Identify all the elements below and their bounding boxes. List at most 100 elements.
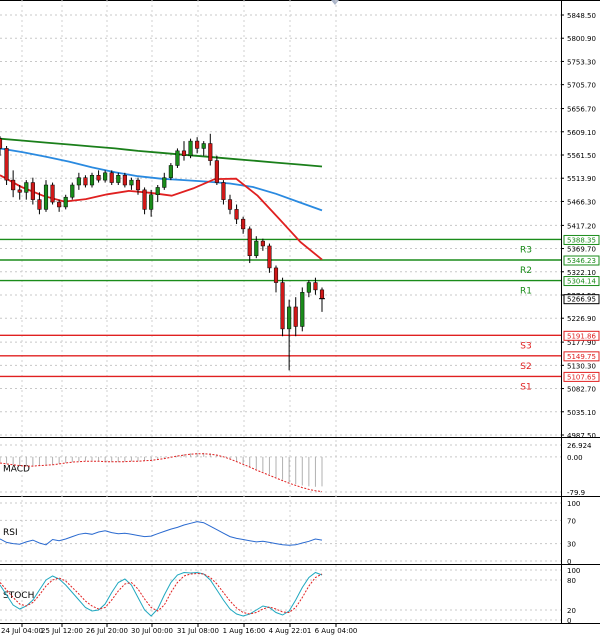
time-tick-label: 30 Jul 00:00	[131, 627, 173, 635]
price-tick-label: 5513.90	[567, 175, 596, 183]
candle-body	[287, 306, 292, 330]
candle-body	[30, 182, 35, 200]
level-tag-box	[563, 351, 600, 362]
time-tick-label: 26 Jul 20:00	[86, 627, 128, 635]
stoch-panel-tick-label: 80	[567, 577, 576, 585]
scroll-marker-icon[interactable]	[331, 0, 339, 5]
moving-average-line-1	[0, 147, 323, 212]
candle-body	[306, 282, 311, 293]
candle-body	[188, 140, 193, 156]
level-label-r3: R3	[520, 245, 532, 255]
candle-body	[208, 143, 213, 161]
candle-body	[83, 177, 88, 186]
candle-body	[149, 194, 154, 210]
rsi-panel-label: RSI	[3, 528, 18, 538]
stoch-panel-label: STOCH	[3, 591, 34, 601]
level-tag-box	[563, 371, 600, 382]
price-tick-label: 5035.10	[567, 409, 596, 417]
time-tick-label: 25 Jul 12:00	[41, 627, 83, 635]
macd-panel-label: MACD	[3, 465, 30, 475]
moving-average-line-0	[0, 137, 323, 168]
candle-body	[234, 209, 239, 220]
price-tick-label: 5800.90	[567, 35, 596, 43]
candle-body	[96, 174, 101, 181]
candle-body	[168, 165, 173, 178]
price-tick-label: 5848.50	[567, 12, 596, 20]
candle-body	[313, 282, 318, 291]
candle-body	[122, 174, 127, 186]
candle-body	[0, 138, 3, 149]
level-label-s2: S2	[520, 362, 531, 372]
time-tick-label: 24 Jul 04:00	[1, 627, 43, 635]
level-label-s1: S1	[520, 382, 531, 392]
level-tag-value: 5149.75	[567, 353, 596, 361]
level-label-s3: S3	[520, 341, 531, 351]
candle-body	[293, 306, 298, 327]
level-label-r2: R2	[520, 266, 532, 276]
candle-body	[267, 245, 272, 269]
candle-body	[319, 289, 325, 299]
price-tick-label: 5561.50	[567, 152, 596, 160]
candle-body	[37, 199, 42, 210]
candle-body	[162, 177, 167, 188]
candle-body	[155, 187, 160, 196]
candle-body	[142, 189, 147, 210]
rsi-panel: 100 70 30 0 RSI	[0, 500, 580, 566]
candle-body	[89, 174, 95, 186]
price-tick-label: 5705.70	[567, 82, 596, 90]
rsi-panel-tick-label: 30	[567, 541, 576, 549]
candle-body	[50, 184, 55, 203]
candle-body	[260, 240, 265, 247]
time-tick-label: 4 Aug 22:01	[269, 627, 312, 635]
stoch-panel-tick-label: 100	[567, 567, 580, 575]
macd-panel-tick-label: -79.9	[567, 489, 585, 497]
candle-body	[70, 184, 75, 198]
price-tick-label: 5177.90	[567, 339, 596, 347]
price-tick-label: 5417.20	[567, 222, 596, 230]
current-price-tag-box	[563, 294, 600, 305]
candle-body	[129, 179, 134, 186]
candle-body	[254, 240, 259, 256]
pivot-level-tags: 5388.35 5346.23 5304.14 5191.86 5149.75 5107.…	[319, 234, 600, 382]
candle-body	[11, 179, 16, 191]
candle-body	[181, 150, 187, 156]
price-tick-label: 5082.70	[567, 386, 596, 394]
price-tick-label: 5369.70	[567, 246, 596, 254]
candle-body	[214, 160, 219, 183]
price-tick-label: 4987.50	[567, 432, 596, 440]
level-tag-value: 5191.86	[567, 332, 596, 340]
pivot-levels: R3 R2 R1 S3 S2 S1	[0, 238, 561, 392]
candle-body	[57, 201, 62, 208]
macd-signal-line	[0, 453, 323, 493]
candle-body	[195, 140, 200, 149]
stoch-d-line	[0, 572, 323, 615]
price-tick-label: 5466.30	[567, 198, 596, 206]
candle-body	[135, 179, 141, 191]
candle-body	[43, 184, 49, 210]
stoch-panel: 100 80 20 0 STOCH	[0, 567, 580, 625]
price-tick-label: 5226.90	[567, 315, 596, 323]
level-tag-value: 5304.14	[567, 278, 596, 286]
candle-body	[227, 199, 233, 210]
time-tick-label: 31 Jul 08:00	[177, 627, 219, 635]
candle-body	[109, 172, 114, 183]
price-tick-label: 5322.10	[567, 269, 596, 277]
price-tick-label: 5656.70	[567, 106, 596, 114]
candle-body	[4, 148, 9, 181]
level-tag-value: 5388.35	[567, 236, 596, 244]
level-tag-value: 5107.65	[567, 373, 596, 381]
candle-body	[241, 218, 246, 230]
level-tag-box	[563, 234, 600, 245]
candle-body	[24, 182, 29, 193]
price-candles	[0, 133, 325, 371]
level-tag-value: 5346.23	[567, 257, 596, 265]
price-tick-label: 5609.10	[567, 129, 596, 137]
time-tick-label: 1 Aug 16:00	[223, 627, 266, 635]
candle-body	[116, 174, 121, 183]
time-tick-label: 6 Aug 04:00	[315, 627, 358, 635]
macd-panel-tick-label: 26.924	[567, 442, 592, 450]
price-gridlines	[0, 14, 561, 436]
candle-body	[175, 150, 180, 166]
